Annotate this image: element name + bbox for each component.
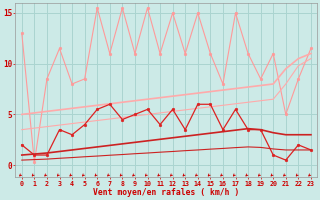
X-axis label: Vent moyen/en rafales ( km/h ): Vent moyen/en rafales ( km/h ) [93, 188, 239, 197]
